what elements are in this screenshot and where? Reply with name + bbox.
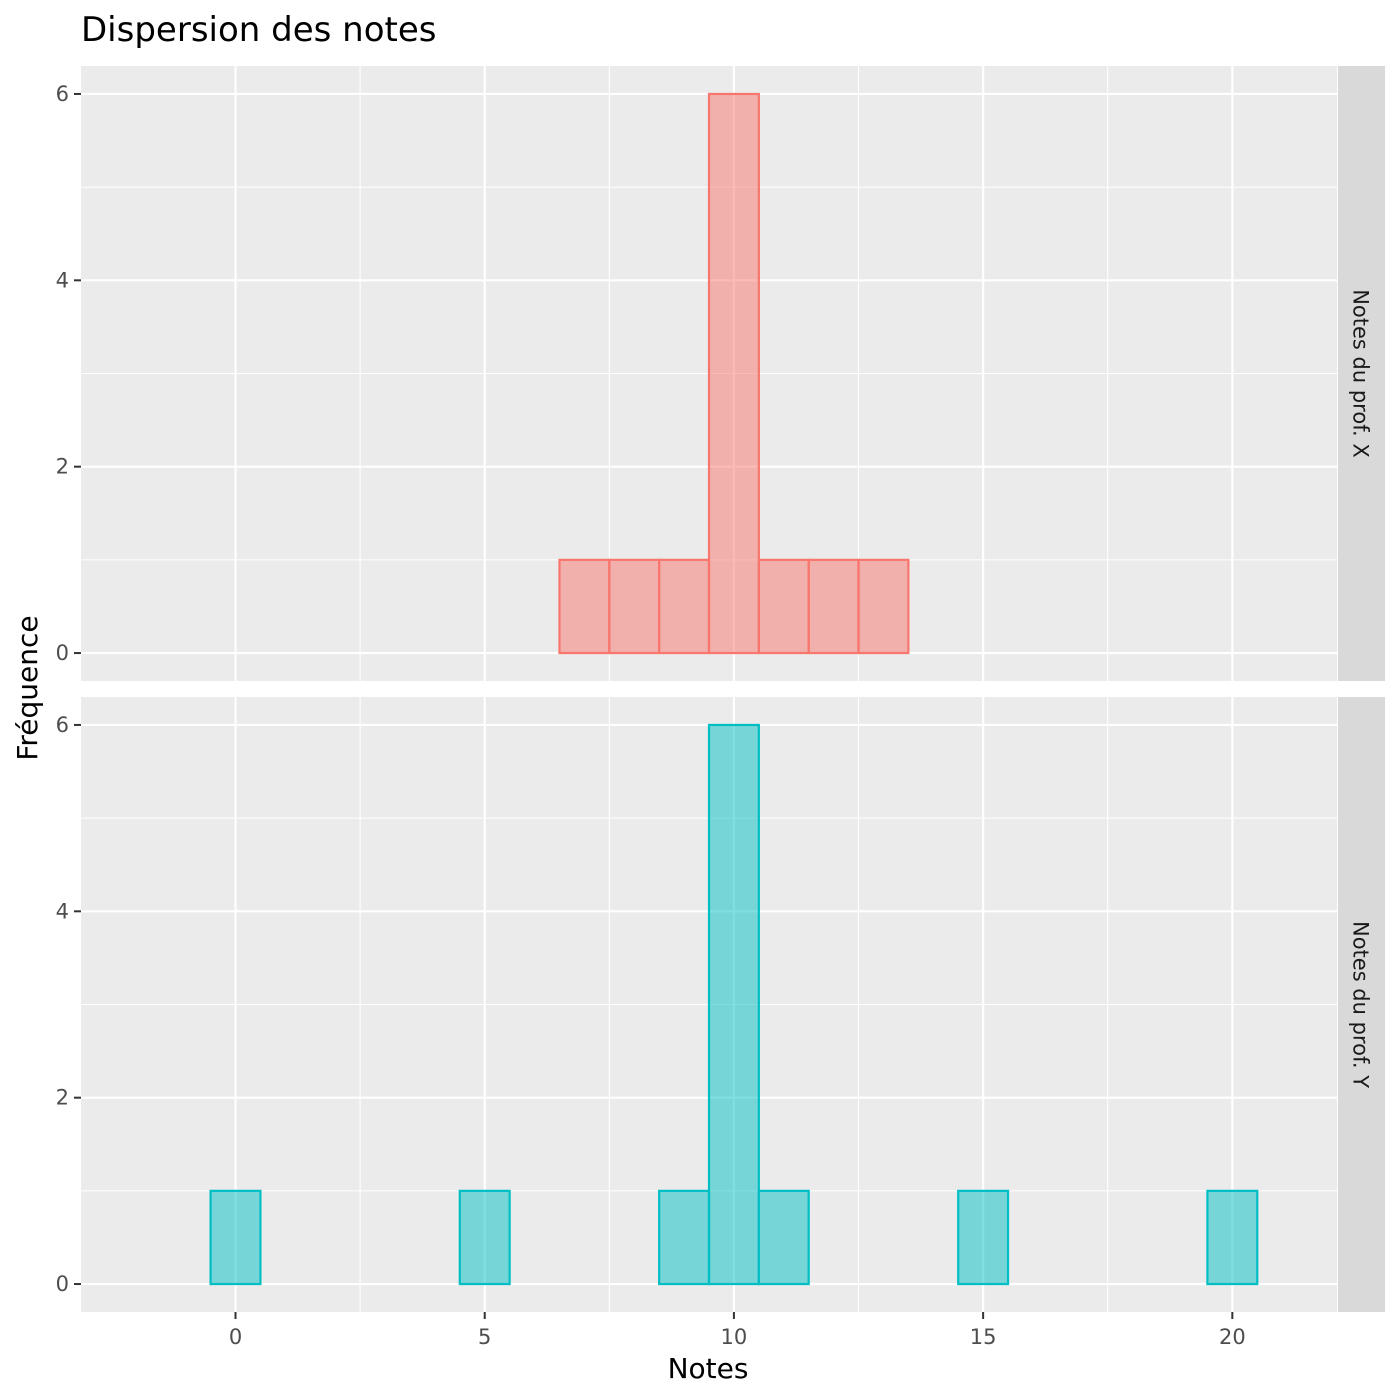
histogram-bar [1206,1189,1259,1286]
y-tick-label: 2 [56,455,69,479]
facet-panels: 0 2 4 6 Notes du prof. X 0 2 4 6 Notes du prof. Y [56,66,1385,1312]
y-tick-label: 2 [56,1086,69,1110]
x-axis-title: Notes [668,1352,749,1385]
y-tick-label: 0 [56,641,69,665]
x-tick-label: 15 [970,1325,997,1349]
y-tick-label: 0 [56,1272,69,1296]
histogram-bar [757,558,810,655]
facet-strip-label: Notes du prof. X [1349,289,1373,458]
x-tick-label: 0 [229,1325,242,1349]
y-tick-label: 6 [56,713,69,737]
histogram-bar [757,1189,810,1286]
chart-title: Dispersion des notes [81,10,436,50]
histogram-bar [857,558,910,655]
x-tick-label: 5 [478,1325,491,1349]
facet-strip [1338,66,1385,681]
histogram-bar [558,558,611,655]
y-tick-label: 4 [56,268,69,292]
histogram-bar [807,558,860,655]
y-tick-label: 6 [56,82,69,106]
y-tick-label: 4 [56,899,69,923]
x-tick-label: 20 [1219,1325,1246,1349]
histogram-bar [608,558,661,655]
histogram-bar [658,558,711,655]
x-axis: 0 5 10 15 20 [229,1312,1246,1349]
facet-strip-label: Notes du prof. Y [1349,921,1373,1088]
histogram-bar [658,1189,711,1286]
y-axis-title: Fréquence [11,615,44,760]
facet-panel-2: 0 2 4 6 Notes du prof. Y [56,697,1385,1312]
histogram-bar [707,92,760,655]
facet-strip [1338,697,1385,1312]
histogram-bar [707,723,760,1286]
histogram-bar [458,1189,511,1286]
facet-panel-1: 0 2 4 6 Notes du prof. X [56,66,1385,681]
x-tick-label: 10 [721,1325,748,1349]
histogram-bar [209,1189,262,1286]
histogram-bar [957,1189,1010,1286]
